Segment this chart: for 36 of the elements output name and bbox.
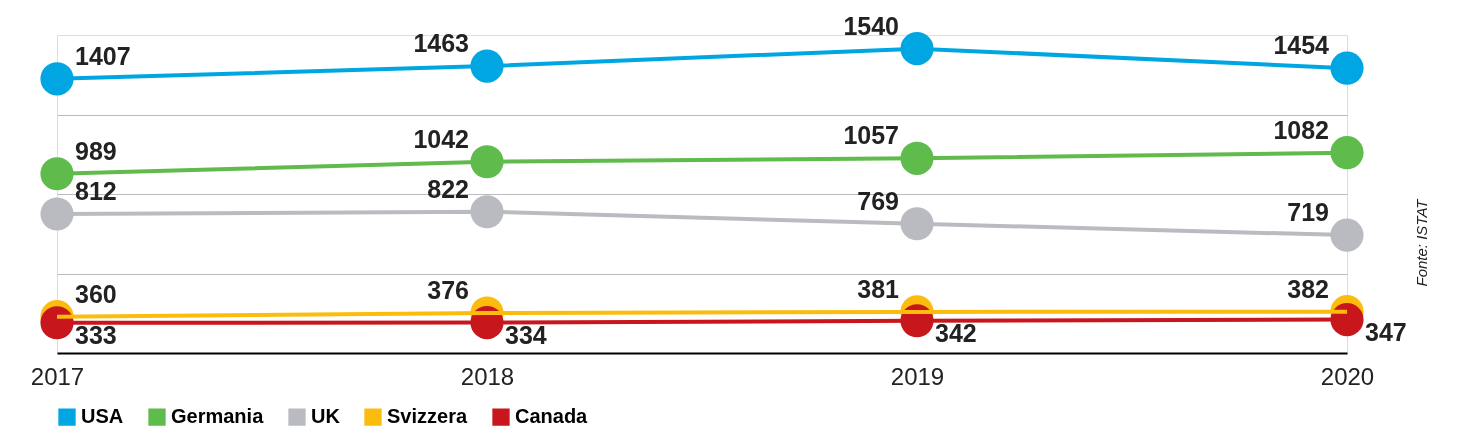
point <box>1330 136 1364 170</box>
data-label: 1042 <box>413 124 469 153</box>
data-label: 347 <box>1365 317 1407 346</box>
data-label: 1454 <box>1273 31 1330 60</box>
data-label: 812 <box>75 176 117 205</box>
point <box>40 157 74 191</box>
data-label: 360 <box>75 279 117 308</box>
point <box>40 62 74 96</box>
data-label: 1407 <box>75 41 131 70</box>
data-label: 381 <box>857 274 900 303</box>
data-label: 719 <box>1287 198 1329 227</box>
data-label: 769 <box>857 186 899 215</box>
legend-label: Canada <box>515 405 589 428</box>
data-label: 989 <box>75 136 117 165</box>
data-label: 822 <box>427 174 469 203</box>
data-label: 1463 <box>413 29 469 58</box>
data-label: 334 <box>505 320 547 349</box>
legend-label: Svizzera <box>387 405 468 428</box>
point <box>40 197 74 231</box>
legend-label: Germania <box>171 405 265 428</box>
x-tick-label: 2017 <box>30 362 85 390</box>
data-label: 342 <box>935 318 977 347</box>
legend-label: USA <box>81 405 124 428</box>
point <box>1330 51 1364 85</box>
data-label: 376 <box>427 276 469 305</box>
data-label: 333 <box>75 320 117 349</box>
data-label: 1540 <box>843 11 899 40</box>
x-tick-label: 2019 <box>890 362 945 390</box>
data-label: 382 <box>1287 274 1329 303</box>
point <box>1330 218 1364 252</box>
data-label: 1057 <box>843 121 899 150</box>
x-tick-label: 2018 <box>460 362 515 390</box>
source-note: Fonte: ISTAT <box>1413 197 1430 287</box>
legend-label: UK <box>311 405 341 428</box>
x-tick-label: 2020 <box>1320 362 1375 390</box>
data-label: 1082 <box>1273 115 1329 144</box>
